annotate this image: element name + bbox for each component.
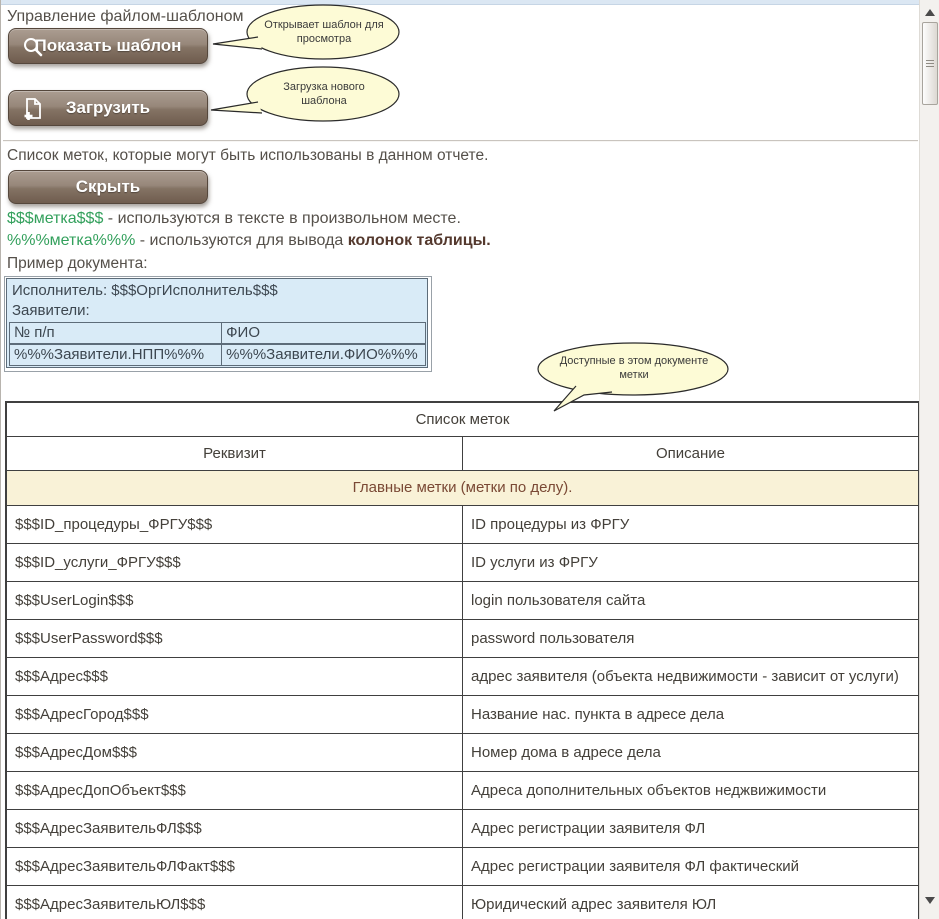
available-labels-tooltip: Доступные в этом документе метки [534,342,734,417]
description-cell: Номер дома в адресе дела [462,732,920,772]
show-template-tooltip: Открывает шаблон для просмотра [206,2,401,64]
example-inner-table: № п/п ФИО %%%Заявители.НПП%%% %%%Заявите… [8,322,426,366]
description-cell: password пользователя [462,618,920,658]
description-cell: Адрес регистрации заявителя ФЛ [462,808,920,848]
table-row: $$$АдресДопОбъект$$$ Адреса дополнительн… [5,770,920,810]
usage-line-2: %%%метка%%% - используются для вывода ко… [7,232,491,250]
file-plus-icon [21,97,45,121]
table-row: $$$UserLogin$$$ login пользователя сайта [5,580,920,620]
description-cell: адрес заявителя (объекта недвижимости - … [462,656,920,696]
scrollbar-grip [926,60,934,67]
table-row: $$$АдресДом$$$ Номер дома в адресе дела [5,732,920,772]
description-cell: ID процедуры из ФРГУ [462,504,920,544]
mark-cell: $$$АдресГород$$$ [5,694,463,734]
load-template-tooltip-text: Загрузка нового шаблона [283,81,365,107]
up-arrow-icon[interactable] [925,9,935,16]
table-row: $$$UserPassword$$$ password пользователя [5,618,920,658]
mark-cell: $$$ID_услуги_ФРГУ$$$ [5,542,463,582]
usage-line-1: $$$метка$$$ - используются в тексте в пр… [7,210,461,228]
scrollbar-thumb[interactable] [922,22,938,105]
mark-cell: $$$АдресЗаявительФЛФакт$$$ [5,846,463,886]
show-template-button[interactable]: Показать шаблон [8,28,208,64]
description-cell: Адреса дополнительных объектов неджвижим… [462,770,920,810]
usage-line-1-text: - используются в тексте в произвольном м… [103,210,461,227]
labels-table: Список меток Реквизит Описание Главные м… [5,401,920,919]
table-row: $$$АдресЗаявительФЛФакт$$$ Адрес регистр… [5,846,920,886]
load-template-button[interactable]: Загрузить [8,90,208,126]
example-col2-header: ФИО [221,322,426,345]
mark-cell: $$$АдресЗаявительЮЛ$$$ [5,884,463,919]
example-document-body: Исполнитель: $$$ОргИсполнитель$$$ Заявит… [6,278,428,368]
description-cell: login пользователя сайта [462,580,920,620]
column-header-mark: Реквизит [5,435,463,471]
window-top-edge [1,0,939,5]
usage-line-2-text: - используются для вывода [135,232,348,249]
mark-cell: $$$АдресДом$$$ [5,732,463,772]
mark-cell: $$$UserPassword$$$ [5,618,463,658]
table-row: $$$АдресЗаявительФЛ$$$ Адрес регистрации… [5,808,920,848]
description-cell: Юридический адрес заявителя ЮЛ [462,884,920,919]
mark-cell: $$$АдресДопОбъект$$$ [5,770,463,810]
column-header-description: Описание [462,435,920,471]
example-document: Исполнитель: $$$ОргИсполнитель$$$ Заявит… [4,276,432,372]
labels-table-title-row: Список меток [5,401,920,437]
mark-cell: $$$Адрес$$$ [5,656,463,696]
example-value-row: %%%Заявители.НПП%%% %%%Заявители.ФИО%%% [8,343,426,366]
example-line-applicants: Заявители: [12,302,90,319]
show-template-tooltip-text: Открывает шаблон для просмотра [264,19,384,45]
labels-intro-text: Список меток, которые могут быть использ… [7,147,489,164]
vertical-scrollbar[interactable] [919,0,939,919]
labels-table-title: Список меток [5,401,920,437]
description-cell: ID услуги из ФРГУ [462,542,920,582]
section-divider [3,140,918,142]
labels-table-section-row: Главные метки (метки по делу). [5,469,920,506]
mark-cell: $$$ID_процедуры_ФРГУ$$$ [5,504,463,544]
table-row: $$$Адрес$$$ адрес заявителя (объекта нед… [5,656,920,696]
down-arrow-icon[interactable] [925,897,935,904]
dollar-mark-sample: $$$метка$$$ [7,210,104,227]
mark-cell: $$$UserLogin$$$ [5,580,463,620]
table-row: $$$АдресГород$$$ Название нас. пункта в … [5,694,920,734]
section-header-text: Главные метки (метки по делу). [5,469,920,506]
table-row: $$$ID_процедуры_ФРГУ$$$ ID процедуры из … [5,504,920,544]
mark-cell: $$$АдресЗаявительФЛ$$$ [5,808,463,848]
table-row: $$$ID_услуги_ФРГУ$$$ ID услуги из ФРГУ [5,542,920,582]
hide-label: Скрыть [75,177,141,196]
load-template-label: Загрузить [65,98,151,117]
description-cell: Название нас. пункта в адресе дела [462,694,920,734]
example-doc-label: Пример документа: [7,255,148,272]
description-cell: Адрес регистрации заявителя ФЛ фактическ… [462,846,920,886]
example-col1-header: № п/п [8,322,223,345]
example-col1-value: %%%Заявители.НПП%%% [8,343,223,366]
percent-mark-sample: %%%метка%%% [7,232,136,249]
show-template-label: Показать шаблон [34,36,182,55]
table-row: $$$АдресЗаявительЮЛ$$$ Юридический адрес… [5,884,920,919]
load-template-tooltip: Загрузка нового шаблона [206,64,401,126]
available-labels-tooltip-text: Доступные в этом документе метки [559,355,709,381]
labels-table-header-row: Реквизит Описание [5,435,920,471]
example-col2-value: %%%Заявители.ФИО%%% [221,343,426,366]
page-title: Управление файлом-шаблоном [7,8,244,25]
hide-button[interactable]: Скрыть [8,170,208,204]
example-line-executor: Исполнитель: $$$ОргИсполнитель$$$ [12,282,278,299]
example-header-row: № п/п ФИО [8,322,426,345]
usage-line-2-bold: колонок таблицы. [347,232,491,249]
magnifier-icon [21,35,45,59]
